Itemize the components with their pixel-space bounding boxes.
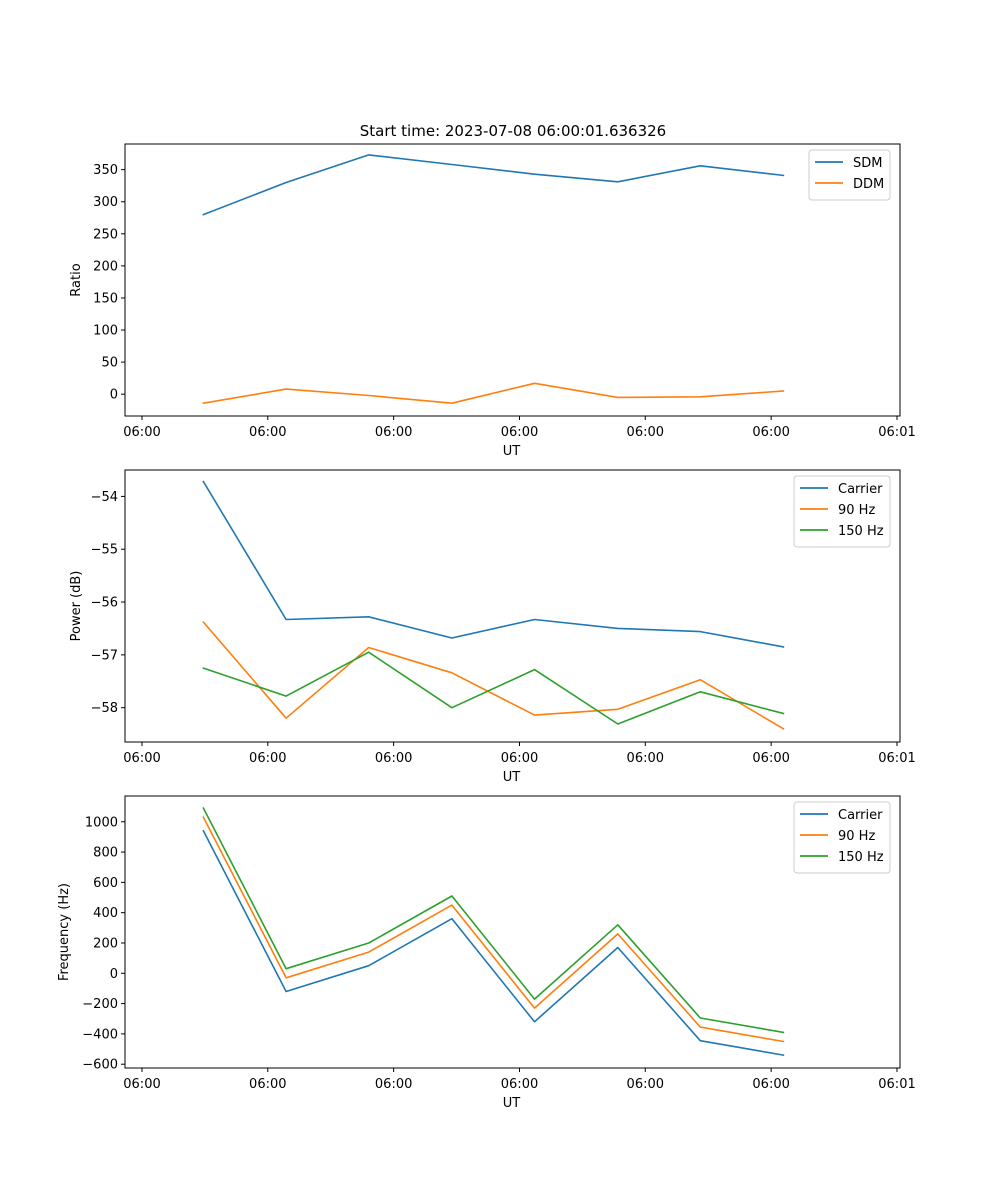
y-tick-label: 150 bbox=[93, 291, 118, 306]
x-tick-label: 06:00 bbox=[123, 425, 160, 440]
x-tick-label: 06:00 bbox=[752, 751, 789, 766]
x-tick-label: 06:00 bbox=[375, 1077, 412, 1092]
legend: Carrier 90 Hz 150 Hz bbox=[793, 801, 891, 874]
x-tick-label: 06:00 bbox=[501, 1077, 538, 1092]
legend-label-sdm: SDM bbox=[853, 156, 882, 171]
legend: Carrier 90 Hz 150 Hz bbox=[793, 475, 891, 548]
series-line-sdm bbox=[202, 154, 785, 216]
y-tick-label: 200 bbox=[93, 259, 118, 274]
x-tick-label: 06:00 bbox=[375, 425, 412, 440]
series-line-ddm bbox=[202, 382, 785, 405]
x-tick-label: 06:00 bbox=[627, 1077, 664, 1092]
y-tick-label: 0 bbox=[110, 967, 118, 982]
chart-panel-2: −58 −57 −56 −55 −54 06:00 06:00 06:00 06:00 06:00… bbox=[69, 469, 916, 785]
y-tick-label: 300 bbox=[93, 195, 118, 210]
y-tick-label: −56 bbox=[91, 596, 118, 611]
legend-label-150-hz: 150 Hz bbox=[838, 524, 884, 539]
y-axis-label: Ratio bbox=[69, 263, 84, 296]
y-axis-label: Power (dB) bbox=[69, 571, 84, 642]
y-tick-label: 50 bbox=[101, 356, 118, 371]
legend-label-carrier: Carrier bbox=[838, 808, 883, 823]
x-tick-label: 06:00 bbox=[249, 425, 286, 440]
y-tick-label: −400 bbox=[82, 1027, 118, 1042]
y-tick-label: −58 bbox=[91, 701, 118, 716]
x-tick-label: 06:01 bbox=[878, 1077, 915, 1092]
y-tick-label: 800 bbox=[93, 846, 118, 861]
x-tick-label: 06:00 bbox=[249, 751, 286, 766]
x-tick-label: 06:00 bbox=[501, 751, 538, 766]
x-tick-label: 06:01 bbox=[878, 425, 915, 440]
x-tick-label: 06:00 bbox=[249, 1077, 286, 1092]
x-tick-label: 06:00 bbox=[752, 1077, 789, 1092]
y-tick-label: 350 bbox=[93, 163, 118, 178]
y-tick-label: 250 bbox=[93, 227, 118, 242]
y-tick-label: −57 bbox=[91, 648, 118, 663]
x-tick-label: 06:00 bbox=[123, 751, 160, 766]
x-tick-label: 06:00 bbox=[627, 425, 664, 440]
y-tick-label: −54 bbox=[91, 490, 118, 505]
series-line-carrier bbox=[202, 480, 785, 648]
chart-panel-1: 0 50 100 150 200 250 300 350 06:00 06:00 06:00 06:0… bbox=[69, 143, 916, 459]
legend-label-ddm: DDM bbox=[853, 177, 884, 192]
x-tick-label: 06:00 bbox=[375, 751, 412, 766]
series-line-90-hz bbox=[202, 620, 785, 730]
legend-label-90-hz: 90 Hz bbox=[838, 829, 875, 844]
x-tick-label: 06:00 bbox=[123, 1077, 160, 1092]
y-tick-label: 1000 bbox=[85, 815, 118, 830]
x-axis-label: UT bbox=[503, 770, 521, 785]
y-axis-label: Frequency (Hz) bbox=[57, 883, 72, 981]
y-tick-label: 400 bbox=[93, 906, 118, 921]
y-tick-label: 100 bbox=[93, 324, 118, 339]
series-line-90-hz bbox=[202, 816, 785, 1043]
series-line-carrier bbox=[202, 829, 785, 1057]
legend-label-carrier: Carrier bbox=[838, 482, 883, 497]
x-tick-label: 06:00 bbox=[501, 425, 538, 440]
legend-label-150-hz: 150 Hz bbox=[838, 850, 884, 865]
axes-frame bbox=[124, 795, 901, 1069]
chart-panel-3: −600 −400 −200 0 200 400 600 800 1000 06:00 06:00 0… bbox=[57, 795, 916, 1111]
series-line-150-hz bbox=[202, 651, 785, 725]
series-line-150-hz bbox=[202, 807, 785, 1034]
x-tick-label: 06:00 bbox=[752, 425, 789, 440]
y-tick-label: −200 bbox=[82, 997, 118, 1012]
x-tick-label: 06:00 bbox=[627, 751, 664, 766]
y-tick-label: −600 bbox=[82, 1058, 118, 1073]
y-tick-label: 600 bbox=[93, 876, 118, 891]
axes-frame bbox=[124, 469, 901, 743]
y-tick-label: 200 bbox=[93, 936, 118, 951]
x-axis-label: UT bbox=[503, 1096, 521, 1111]
chart-title: Start time: 2023-07-08 06:00:01.636326 bbox=[360, 122, 666, 140]
legend-label-90-hz: 90 Hz bbox=[838, 503, 875, 518]
x-axis-label: UT bbox=[503, 444, 521, 459]
y-tick-label: 0 bbox=[110, 388, 118, 403]
y-tick-label: −55 bbox=[91, 543, 118, 558]
x-tick-label: 06:01 bbox=[878, 751, 915, 766]
legend: SDM DDM bbox=[808, 149, 891, 201]
axes-frame bbox=[124, 143, 901, 417]
